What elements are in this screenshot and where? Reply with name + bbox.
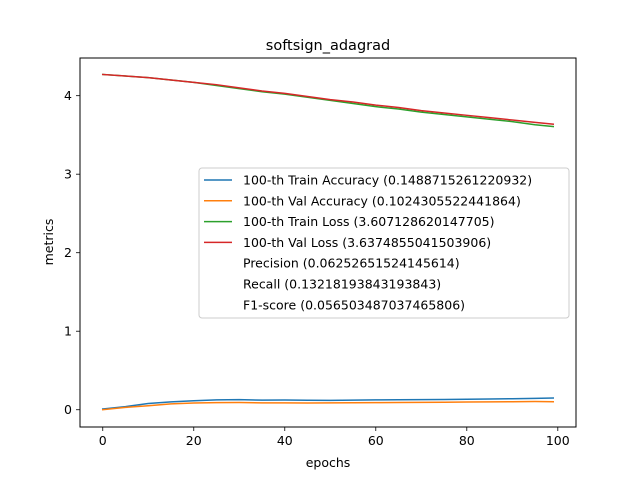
series-group <box>101 73 555 411</box>
chart-title: softsign_adagrad <box>266 38 390 54</box>
series-line-1 <box>101 397 555 410</box>
legend: 100-th Train Accuracy (0.148871526122093… <box>198 167 570 319</box>
x-tick-label: 0 <box>99 433 107 448</box>
x-tick-label: 60 <box>368 433 384 448</box>
legend-entries: 100-th Train Accuracy (0.148871526122093… <box>204 173 532 312</box>
legend-label-1: 100-th Train Accuracy (0.148871526122093… <box>243 173 532 188</box>
x-tick-label: 40 <box>277 433 293 448</box>
x-axis-label: epochs <box>306 455 351 470</box>
legend-box <box>198 167 570 319</box>
y-tick-label: 4 <box>64 88 72 103</box>
x-tick-label: 20 <box>186 433 202 448</box>
x-tick-label: 80 <box>459 433 475 448</box>
x-axis-ticks: 0 20 40 60 80 100 <box>99 427 570 448</box>
x-tick-label: 100 <box>546 433 570 448</box>
axes-frame <box>79 57 577 428</box>
y-tick-label: 2 <box>64 245 72 260</box>
legend-label-7: F1-score (0.056503487037465806) <box>243 297 465 312</box>
legend-label-4: 100-th Val Loss (3.6374855041503906) <box>243 235 491 250</box>
series-line-4 <box>101 73 555 126</box>
y-axis-ticks: 0 1 2 3 4 <box>64 88 80 417</box>
legend-label-5: Precision (0.06252651524145614) <box>243 256 460 271</box>
y-tick-label: 3 <box>64 167 72 182</box>
series-line-2 <box>101 400 555 411</box>
y-tick-label: 0 <box>64 402 72 417</box>
y-axis-label: metrics <box>41 219 56 266</box>
y-tick-label: 1 <box>64 324 72 339</box>
legend-label-6: Recall (0.13218193843193843) <box>243 277 441 292</box>
legend-label-2: 100-th Val Accuracy (0.1024305522441864) <box>243 193 521 208</box>
legend-label-3: 100-th Train Loss (3.607128620147705) <box>243 214 495 229</box>
